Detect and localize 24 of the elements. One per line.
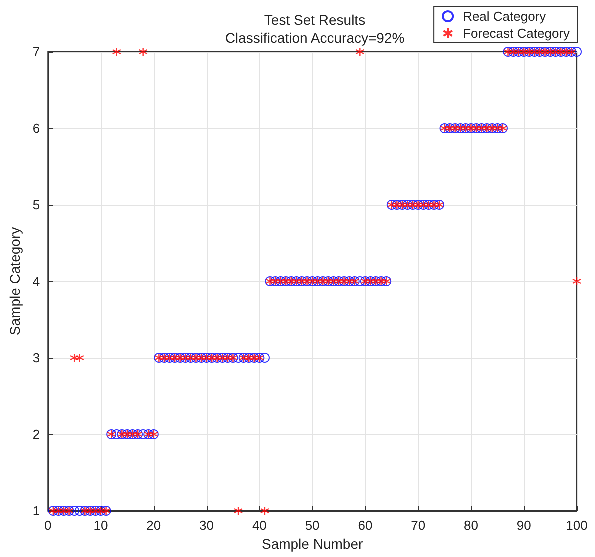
x-tick-label: 50 [305, 518, 320, 533]
y-tick-label: 2 [32, 427, 40, 442]
x-tick-label: 80 [464, 518, 478, 533]
chart-title: Test Set Results [264, 12, 366, 28]
y-tick-label: 1 [32, 504, 40, 518]
y-axis-title: Sample Category [7, 227, 23, 336]
chart-subtitle: Classification Accuracy=92% [225, 30, 405, 46]
x-tick-label: 100 [566, 518, 588, 533]
y-tick-label: 6 [32, 121, 40, 136]
x-tick-label: 70 [411, 518, 426, 533]
legend-label: Forecast Category [463, 26, 570, 41]
y-tick-label: 3 [32, 350, 40, 366]
x-tick-label: 0 [44, 518, 52, 533]
x-tick-label: 60 [358, 518, 373, 533]
x-tick-label: 30 [200, 518, 214, 533]
x-axis-title: Sample Number [262, 536, 364, 552]
x-tick-label: 10 [94, 518, 108, 533]
x-tick-label: 90 [516, 518, 532, 533]
y-tick-label: 5 [32, 198, 40, 212]
y-tick-label: 7 [32, 44, 40, 60]
y-tick-label: 4 [32, 274, 40, 289]
x-tick-label: 40 [252, 518, 267, 533]
legend-label: Real Category [463, 9, 547, 24]
x-tick-label: 20 [146, 518, 162, 533]
